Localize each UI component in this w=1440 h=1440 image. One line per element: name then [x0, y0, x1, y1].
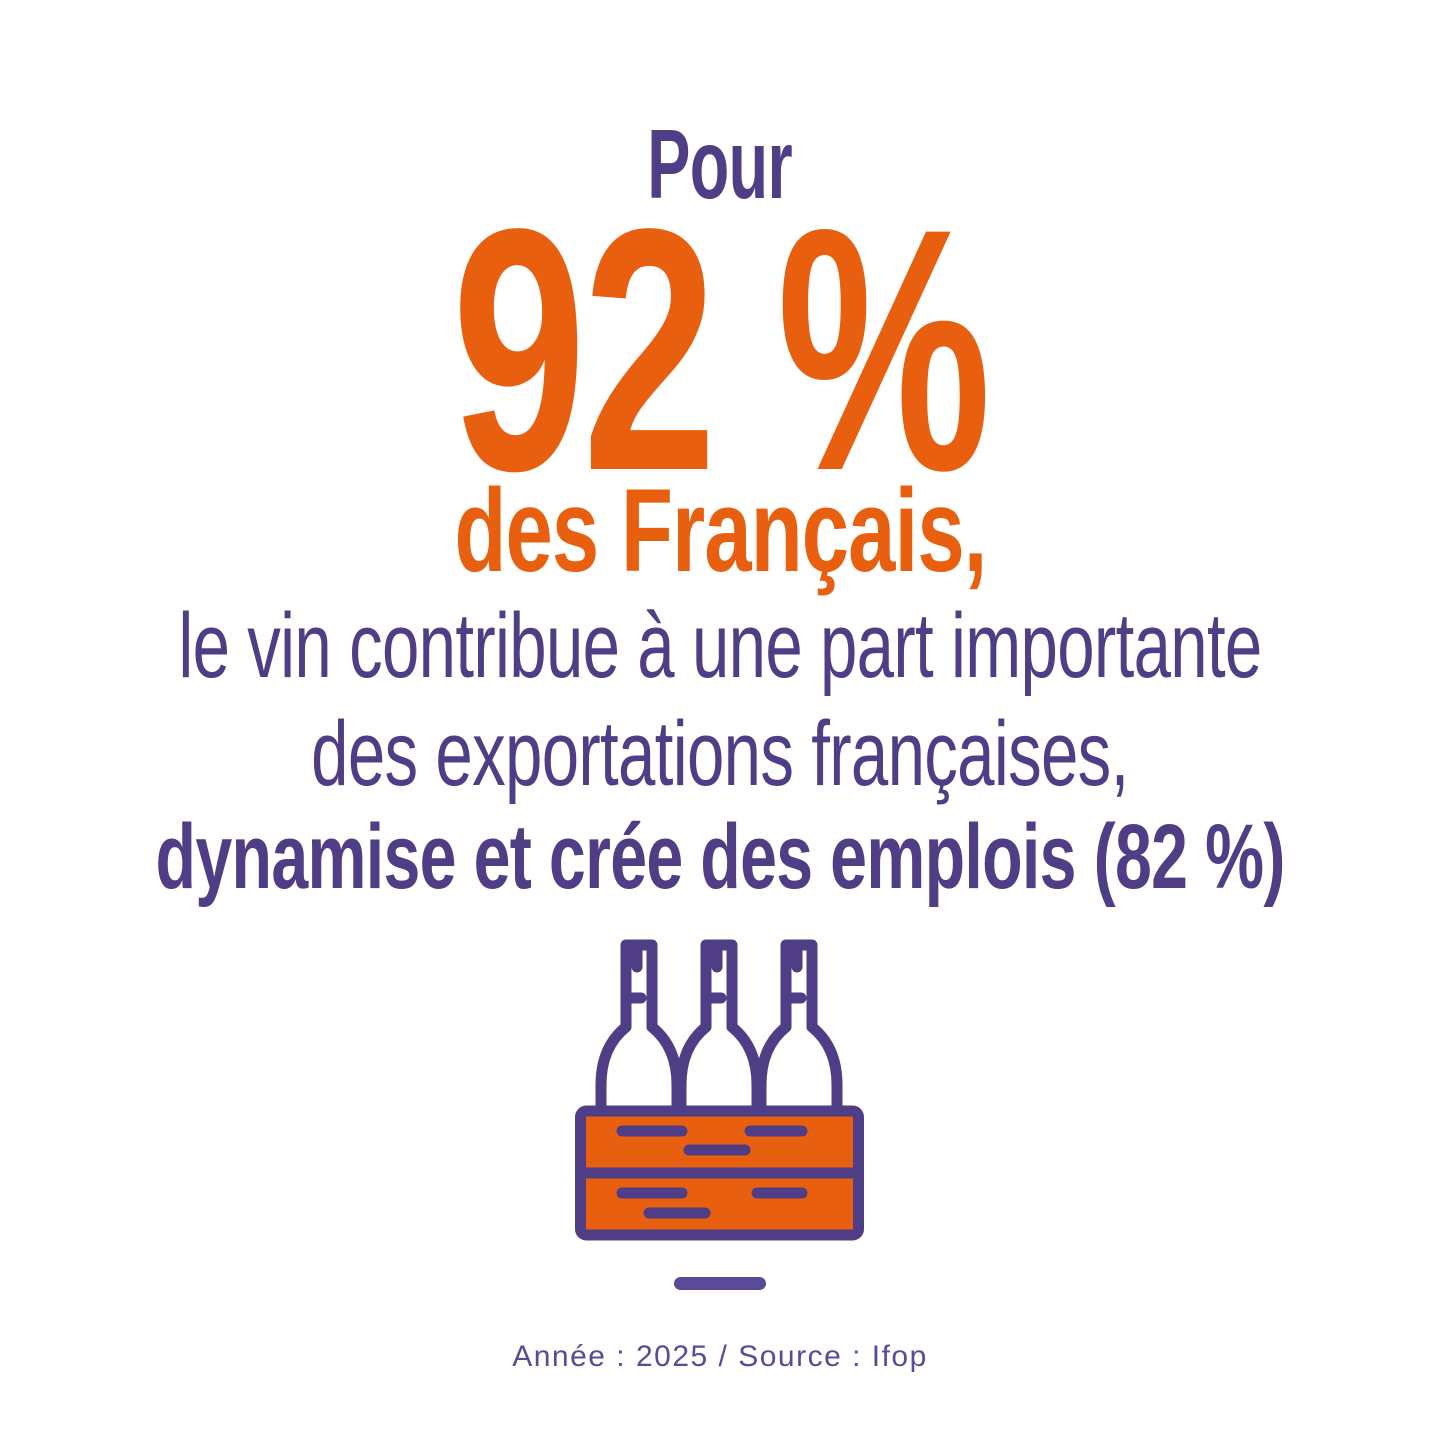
- crate-icon: [575, 1105, 864, 1241]
- footer-caption: Année : 2025 / Source : Ifop: [512, 1339, 928, 1373]
- wine-bottle-icon: [675, 939, 763, 1126]
- wine-crate-svg: [575, 939, 864, 1241]
- body-line-1: le vin contribue à une part importante: [178, 595, 1262, 698]
- stat-value: 92 %: [452, 157, 992, 543]
- body-emphasis-line: dynamise et crée des emplois (82 %): [155, 806, 1285, 909]
- wine-crate-icon: [575, 935, 865, 1247]
- stat-audience-label: des Français,: [453, 464, 987, 597]
- wine-bottle-icon: [595, 939, 683, 1126]
- stat-intro-label: Pour: [647, 109, 793, 219]
- wine-bottle-icon: [755, 939, 843, 1126]
- dash-divider: [674, 1276, 766, 1290]
- body-line-2: des exportations françaises,: [311, 702, 1129, 805]
